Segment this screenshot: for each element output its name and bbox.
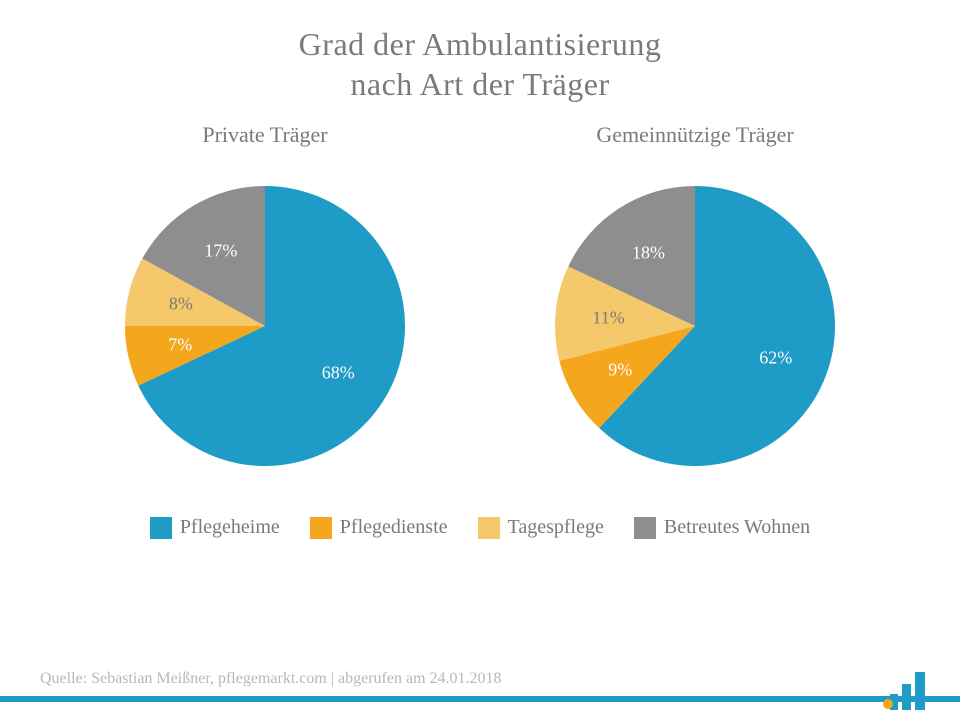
slice-label: 62% bbox=[759, 347, 792, 368]
footer: Quelle: Sebastian Meißner, pflegemarkt.c… bbox=[0, 670, 960, 720]
subtitle-nonprofit: Gemeinnützige Träger bbox=[596, 122, 793, 148]
legend: Pflegeheime Pflegedienste Tagespflege Be… bbox=[0, 516, 960, 539]
slice-label: 18% bbox=[632, 242, 665, 263]
logo-icon bbox=[876, 666, 936, 714]
slice-label: 7% bbox=[168, 334, 192, 355]
legend-label-pflegedienste: Pflegedienste bbox=[340, 516, 448, 539]
swatch-pflegedienste bbox=[310, 517, 332, 539]
swatch-tagespflege bbox=[478, 517, 500, 539]
title-line-1: Grad der Ambulantisierung bbox=[299, 26, 662, 62]
slice-label: 8% bbox=[169, 294, 193, 315]
slice-label: 11% bbox=[592, 307, 624, 328]
chart-frame: Grad der Ambulantisierung nach Art der T… bbox=[0, 0, 960, 720]
legend-label-betreutes-wohnen: Betreutes Wohnen bbox=[664, 516, 810, 539]
slice-label: 68% bbox=[322, 362, 355, 383]
subtitle-private: Private Träger bbox=[202, 122, 327, 148]
pie-private: 68% 7% 8% 17% bbox=[125, 186, 405, 466]
chart-nonprofit: Gemeinnützige Träger 62% 9% 11% 18% bbox=[525, 122, 865, 466]
pie-nonprofit: 62% 9% 11% 18% bbox=[555, 186, 835, 466]
legend-item-pflegeheime: Pflegeheime bbox=[150, 516, 280, 539]
charts-row: Private Träger 68% 7% 8% 17% Gemeinnützige … bbox=[0, 122, 960, 466]
legend-label-pflegeheime: Pflegeheime bbox=[180, 516, 280, 539]
chart-title: Grad der Ambulantisierung nach Art der T… bbox=[0, 0, 960, 104]
source-text: Quelle: Sebastian Meißner, pflegemarkt.c… bbox=[0, 670, 960, 696]
footer-band bbox=[0, 702, 960, 720]
swatch-pflegeheime bbox=[150, 517, 172, 539]
legend-label-tagespflege: Tagespflege bbox=[508, 516, 604, 539]
legend-item-tagespflege: Tagespflege bbox=[478, 516, 604, 539]
swatch-betreutes-wohnen bbox=[634, 517, 656, 539]
slice-label: 17% bbox=[204, 241, 237, 262]
chart-private: Private Träger 68% 7% 8% 17% bbox=[95, 122, 435, 466]
title-line-2: nach Art der Träger bbox=[350, 66, 609, 102]
legend-item-pflegedienste: Pflegedienste bbox=[310, 516, 448, 539]
slice-label: 9% bbox=[608, 360, 632, 381]
legend-item-betreutes-wohnen: Betreutes Wohnen bbox=[634, 516, 810, 539]
